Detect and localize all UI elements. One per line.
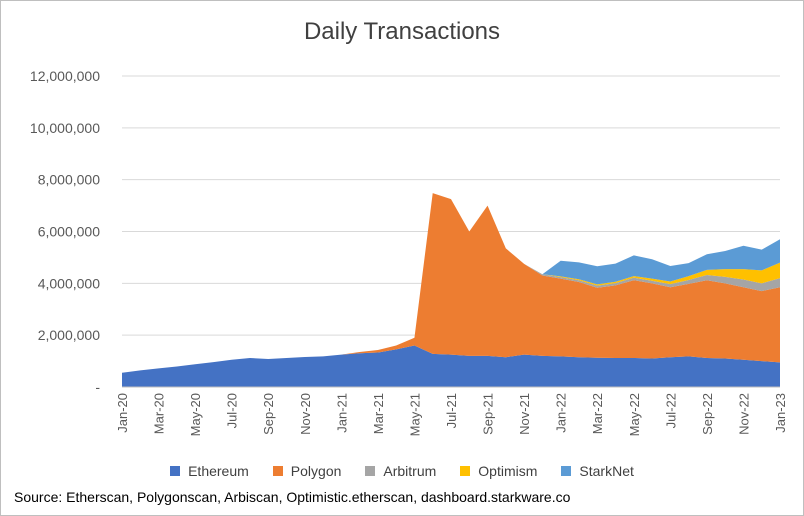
legend-swatch-polygon bbox=[272, 466, 283, 476]
legend-item-optimism: Optimism bbox=[460, 461, 537, 481]
y-tick-label-4: 8,000,000 bbox=[38, 172, 100, 188]
x-tick-label-11: Nov-21 bbox=[517, 393, 532, 435]
x-tick-label-5: Nov-20 bbox=[298, 393, 313, 435]
x-tick-label-1: Mar-20 bbox=[152, 393, 167, 434]
x-tick-label-3: Jul-20 bbox=[225, 393, 240, 428]
area-polygon bbox=[122, 193, 780, 373]
legend-label-ethereum: Ethereum bbox=[188, 463, 249, 479]
x-tick-label-0: Jan-20 bbox=[115, 393, 130, 433]
area-layers bbox=[122, 193, 780, 387]
x-tick-label-12: Jan-22 bbox=[554, 393, 569, 433]
y-tick-label-6: 12,000,000 bbox=[30, 68, 100, 84]
x-tick-label-18: Jan-23 bbox=[773, 393, 788, 433]
legend-item-polygon: Polygon bbox=[272, 461, 342, 481]
chart-canvas: - 2,000,000 4,000,000 6,000,000 8,000,000 10,… bbox=[30, 68, 788, 436]
x-tick-label-4: Sep-20 bbox=[261, 393, 276, 435]
area-ethereum bbox=[122, 345, 780, 387]
x-tick-label-7: Mar-21 bbox=[371, 393, 386, 434]
x-tick-label-6: Jan-21 bbox=[334, 393, 349, 433]
source-note: Source: Etherscan, Polygonscan, Arbiscan… bbox=[14, 489, 571, 505]
x-tick-label-8: May-21 bbox=[407, 393, 422, 436]
y-axis-tick-labels: - 2,000,000 4,000,000 6,000,000 8,000,000 10,… bbox=[30, 68, 100, 395]
legend-item-starknet: StarkNet bbox=[561, 461, 634, 481]
x-tick-label-10: Sep-21 bbox=[481, 393, 496, 435]
x-tick-label-17: Nov-22 bbox=[736, 393, 751, 435]
y-tick-label-2: 4,000,000 bbox=[38, 275, 100, 291]
x-axis-tick-labels: Jan-20 Mar-20 May-20 Jul-20 Sep-20 Nov-20 Jan-… bbox=[115, 393, 788, 436]
x-tick-label-14: May-22 bbox=[627, 393, 642, 436]
y-tick-label-1: 2,000,000 bbox=[38, 327, 100, 343]
x-tick-label-13: Mar-22 bbox=[590, 393, 605, 434]
legend-swatch-ethereum bbox=[170, 466, 181, 476]
legend-swatch-arbitrum bbox=[365, 466, 376, 476]
legend-label-arbitrum: Arbitrum bbox=[383, 463, 437, 479]
legend-label-optimism: Optimism bbox=[478, 463, 538, 479]
legend-label-polygon: Polygon bbox=[290, 463, 342, 479]
legend-swatch-optimism bbox=[460, 466, 471, 476]
x-tick-label-16: Sep-22 bbox=[700, 393, 715, 435]
legend-item-arbitrum: Arbitrum bbox=[365, 461, 436, 481]
chart-title: Daily Transactions bbox=[303, 18, 501, 45]
x-tick-label-15: Jul-22 bbox=[663, 393, 678, 428]
x-tick-label-9: Jul-21 bbox=[444, 393, 459, 428]
legend-item-ethereum: Ethereum bbox=[170, 461, 249, 481]
legend: Ethereum Polygon Arbitrum Optimism StarkNet bbox=[0, 461, 804, 481]
y-tick-label-0: - bbox=[95, 379, 100, 395]
x-tick-label-2: May-20 bbox=[188, 393, 203, 436]
legend-swatch-starknet bbox=[561, 466, 572, 476]
legend-label-starknet: StarkNet bbox=[579, 463, 634, 479]
y-tick-label-5: 10,000,000 bbox=[30, 120, 100, 136]
y-tick-label-3: 6,000,000 bbox=[38, 224, 100, 240]
